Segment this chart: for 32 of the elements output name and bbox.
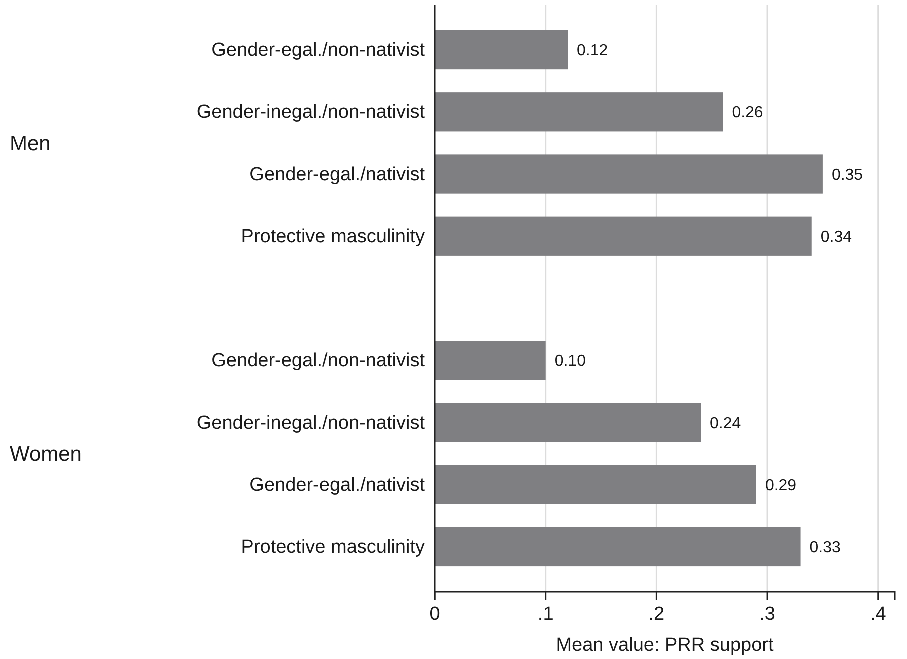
data-label: 0.34 — [820, 228, 852, 246]
data-label: 0.29 — [765, 477, 797, 494]
y-tick-label: Protective masculinity — [241, 537, 426, 558]
text: Men — [10, 132, 51, 156]
data-label: 0.24 — [710, 415, 742, 432]
x-tick-label: .1 — [538, 604, 554, 626]
bar — [435, 341, 546, 380]
data-label: 0.35 — [832, 166, 864, 184]
y-tick-label: Gender-egal./nativist — [250, 474, 426, 496]
data-label: 0.33 — [810, 540, 842, 557]
x-tick-label: .3 — [760, 604, 776, 626]
bar — [435, 465, 756, 504]
x-tick-label: 0 — [430, 604, 440, 626]
bar — [435, 30, 568, 70]
x-axis-title: Mean value: PRR support — [556, 635, 774, 656]
x-tick-label: .2 — [648, 604, 665, 626]
data-label: 0.26 — [732, 104, 764, 122]
y-tick-label: Gender-egal./nativist — [250, 164, 426, 186]
bar — [435, 403, 702, 442]
y-tick-label: Gender-egal./non-nativist — [212, 350, 426, 372]
bar — [435, 92, 724, 132]
x-tick-label: .4 — [870, 604, 887, 626]
bar — [435, 216, 812, 256]
y-tick-label: Gender-inegal./non-nativist — [196, 102, 426, 124]
bar — [435, 527, 801, 567]
text: Women — [10, 443, 82, 466]
y-tick-label: Gender-egal./non-nativist — [212, 40, 426, 62]
data-label: 0.10 — [554, 353, 586, 370]
y-tick-label: Protective masculinity — [241, 226, 426, 248]
data-label: 0.12 — [577, 42, 608, 60]
bar — [435, 154, 823, 194]
y-tick-label: Gender-inegal./non-nativist — [196, 412, 426, 434]
